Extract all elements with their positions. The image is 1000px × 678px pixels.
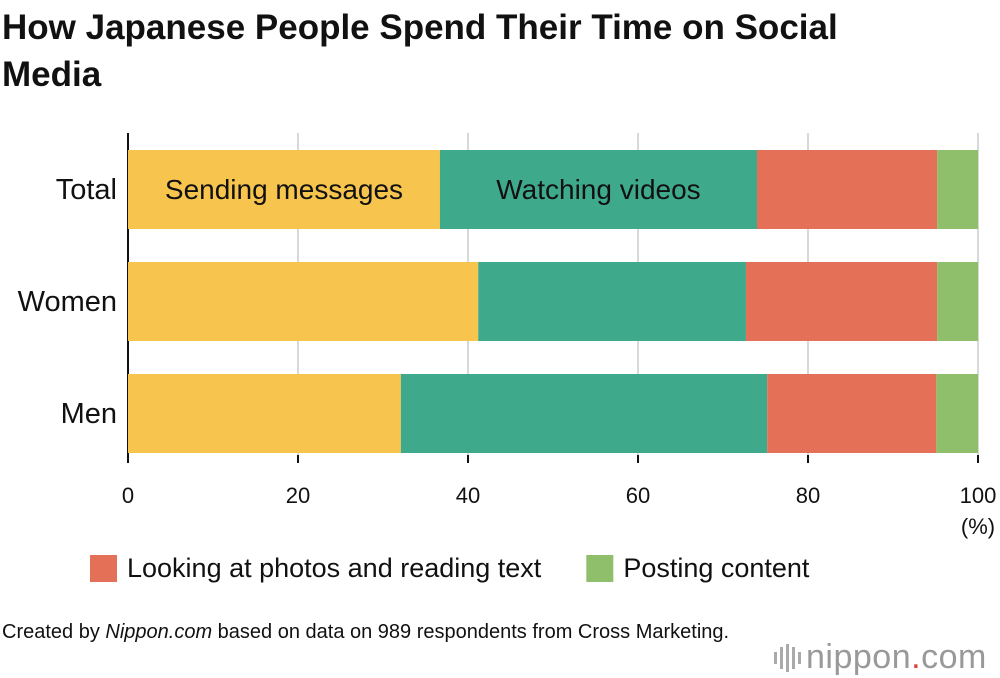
logo: nippon.com <box>806 638 987 677</box>
bar-segment <box>128 374 401 453</box>
bar-segment <box>937 262 978 341</box>
bar-segment <box>400 374 768 453</box>
note-text: Created by <box>2 621 106 643</box>
legend-swatch <box>586 555 614 582</box>
bar-segment <box>439 150 757 229</box>
legend-swatch <box>90 555 117 582</box>
bar-segment <box>128 150 440 229</box>
bar-segment <box>757 150 938 229</box>
x-tick-label: 60 <box>626 483 650 508</box>
legend-label: Looking at photos and reading text <box>127 553 542 583</box>
bar-segment <box>745 262 938 341</box>
bar-segment <box>936 374 978 453</box>
segment-label: Sending messages <box>165 174 403 205</box>
x-tick-label: 80 <box>796 483 820 508</box>
logo-text: com <box>921 638 987 676</box>
legend-label: Posting content <box>623 553 810 583</box>
x-tick-label: 40 <box>456 483 480 508</box>
source-note: Created by Nippon.com based on data on 9… <box>2 618 732 646</box>
bar-segment <box>937 150 978 229</box>
chart: 0 20 40 60 80 100 (%) Total Sending messages Watc… <box>18 133 997 583</box>
segment-label: Watching videos <box>496 174 700 205</box>
note-text: based on data on 989 respondents from Cr… <box>212 621 730 643</box>
logo-text: nippon <box>806 638 912 676</box>
y-tick-label: Men <box>61 398 117 430</box>
x-tick-label: 0 <box>122 483 134 508</box>
bar-segment <box>478 262 746 341</box>
chart-title: How Japanese People Spend Their Time on … <box>2 8 838 94</box>
x-axis-unit: (%) <box>961 514 995 539</box>
x-tick-label: 20 <box>286 483 310 508</box>
y-tick-label: Total <box>56 174 117 206</box>
bar-segment <box>767 374 937 453</box>
bar-segment <box>128 262 479 341</box>
y-tick-label: Women <box>18 286 117 318</box>
logo-icon <box>774 644 801 672</box>
note-source: Nippon.com <box>105 621 213 643</box>
x-tick-label: 100 <box>960 483 997 508</box>
logo-dot: . <box>911 638 922 676</box>
